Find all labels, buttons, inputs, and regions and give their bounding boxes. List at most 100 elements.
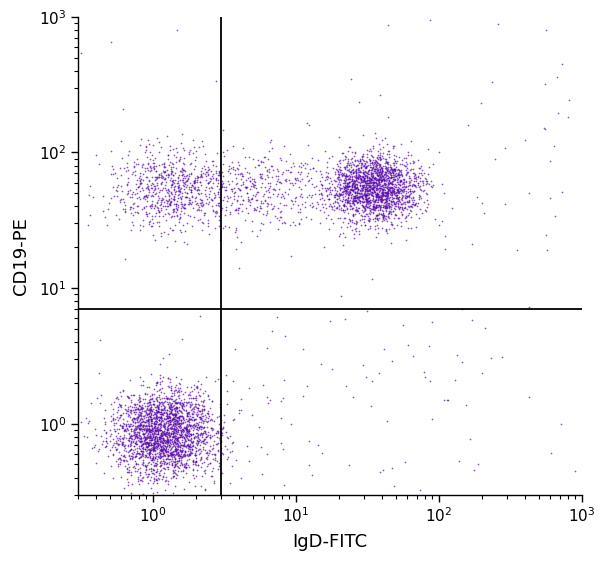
Point	[83, 418, 92, 427]
Point	[351, 169, 361, 178]
Point	[177, 452, 187, 461]
Point	[169, 462, 179, 471]
Point	[158, 394, 167, 403]
Point	[136, 423, 145, 432]
Point	[176, 419, 186, 428]
Point	[200, 410, 210, 419]
Point	[524, 188, 534, 197]
Point	[170, 221, 180, 230]
Point	[245, 153, 254, 162]
Point	[344, 196, 353, 205]
Point	[133, 423, 142, 432]
Point	[197, 217, 207, 226]
Point	[194, 422, 203, 431]
Point	[383, 187, 392, 196]
Point	[181, 452, 190, 461]
Point	[175, 451, 185, 460]
Point	[167, 392, 177, 401]
Point	[247, 226, 257, 235]
Point	[163, 477, 173, 486]
Point	[443, 396, 453, 405]
Point	[144, 418, 154, 427]
Point	[137, 184, 146, 193]
Point	[185, 402, 195, 411]
Point	[336, 183, 346, 192]
Point	[176, 375, 185, 384]
Point	[382, 202, 392, 211]
Point	[179, 459, 188, 468]
Point	[383, 201, 393, 210]
Point	[175, 460, 184, 469]
Point	[360, 189, 370, 198]
Point	[226, 479, 235, 488]
Point	[183, 397, 193, 406]
Point	[185, 439, 194, 448]
Point	[377, 211, 386, 220]
Point	[200, 434, 209, 443]
Point	[420, 206, 430, 215]
Point	[350, 188, 360, 197]
Point	[209, 174, 218, 183]
Point	[416, 169, 426, 178]
Point	[160, 162, 169, 171]
Point	[158, 438, 167, 447]
Point	[195, 195, 205, 204]
Point	[370, 188, 380, 197]
Point	[427, 414, 437, 423]
Point	[185, 199, 195, 208]
Point	[375, 152, 385, 161]
Point	[160, 389, 169, 398]
Point	[182, 188, 191, 197]
Point	[154, 450, 164, 459]
Point	[153, 184, 163, 193]
Point	[140, 445, 150, 454]
Point	[293, 200, 303, 209]
Point	[142, 430, 152, 439]
Point	[136, 402, 145, 411]
Point	[365, 185, 374, 194]
Point	[176, 425, 185, 434]
Point	[371, 191, 381, 200]
Point	[172, 446, 182, 455]
Point	[171, 439, 181, 448]
Point	[281, 187, 290, 196]
Point	[265, 182, 274, 191]
Point	[262, 392, 271, 401]
Point	[389, 196, 398, 205]
Point	[151, 425, 161, 434]
Point	[346, 201, 356, 210]
Point	[108, 183, 118, 192]
Point	[396, 207, 406, 216]
Point	[146, 406, 156, 415]
Point	[190, 432, 199, 441]
Point	[381, 191, 391, 200]
Point	[362, 194, 371, 203]
Point	[188, 415, 197, 424]
Point	[136, 397, 145, 406]
Point	[160, 191, 170, 200]
Point	[375, 174, 385, 183]
Point	[167, 164, 176, 173]
Point	[210, 454, 220, 463]
Point	[167, 211, 177, 220]
Point	[382, 228, 392, 237]
Point	[550, 142, 559, 151]
Point	[404, 192, 414, 201]
Point	[176, 408, 185, 417]
Point	[143, 425, 152, 434]
Point	[130, 190, 140, 199]
Point	[164, 427, 174, 436]
Point	[222, 432, 232, 441]
Point	[250, 178, 260, 187]
Point	[184, 441, 193, 450]
Point	[398, 199, 408, 208]
Point	[87, 443, 97, 452]
Point	[148, 452, 158, 461]
Point	[326, 177, 336, 186]
Point	[338, 217, 348, 226]
Point	[408, 169, 418, 178]
Point	[378, 174, 388, 183]
Point	[388, 159, 398, 168]
Point	[151, 422, 160, 431]
Point	[362, 189, 371, 198]
